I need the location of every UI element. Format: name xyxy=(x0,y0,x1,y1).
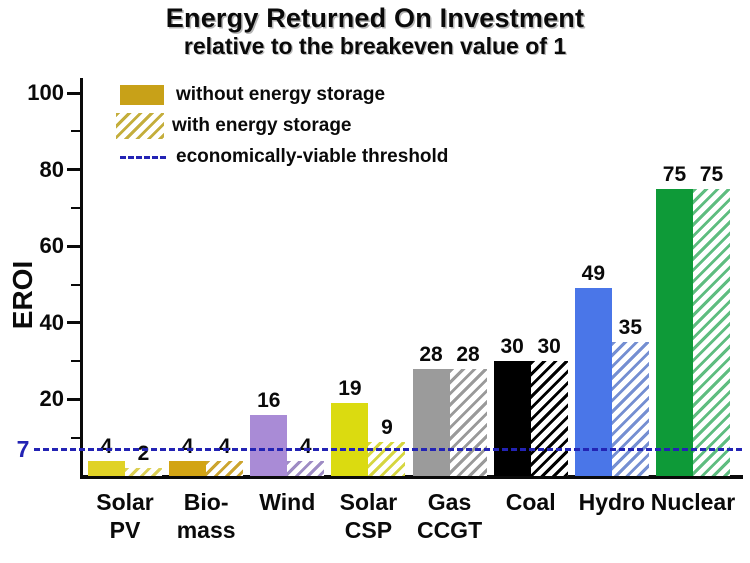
bar-solid xyxy=(412,368,450,476)
x-axis-category-label-line: Bio- xyxy=(183,489,229,515)
bar-value-label: 28 xyxy=(456,342,480,366)
legend-label-threshold: economically-viable threshold xyxy=(176,146,449,167)
x-axis-category-label-line: Coal xyxy=(505,489,556,515)
bar-solid xyxy=(331,403,369,476)
x-axis-category-label: Hydro xyxy=(552,488,672,516)
bar-value-label: 19 xyxy=(338,377,362,401)
bar-solid xyxy=(655,188,693,476)
y-tick-label: 100 xyxy=(27,80,64,105)
bar-value-label: 4 xyxy=(100,434,113,458)
legend: without energy storage with energy stora… xyxy=(116,84,448,175)
y-minor-tick xyxy=(71,130,82,133)
x-axis-category-label-line: Gas xyxy=(427,489,472,515)
legend-swatch-hatched xyxy=(116,113,164,139)
y-minor-tick xyxy=(71,360,82,363)
y-minor-tick xyxy=(71,436,82,439)
bar-hatched xyxy=(530,361,568,476)
bar-value-label: 4 xyxy=(299,434,312,458)
y-tick-label: 60 xyxy=(39,233,64,259)
bar-value-label: 16 xyxy=(257,388,281,412)
x-axis-category-label-line: Nuclear xyxy=(650,489,736,515)
bar-hatched xyxy=(611,341,649,476)
y-major-tick xyxy=(67,244,82,248)
legend-label-with-storage: with energy storage xyxy=(172,115,352,136)
y-axis-line xyxy=(80,78,83,479)
bar-hatched xyxy=(368,441,406,476)
x-axis-category-label-line: Solar xyxy=(339,489,398,515)
y-major-tick xyxy=(67,397,82,401)
x-axis-category-label: Wind xyxy=(227,488,347,516)
x-axis-category-label: Solar CSP xyxy=(308,488,428,544)
threshold-line xyxy=(34,448,742,451)
bar-solid xyxy=(493,361,531,476)
x-axis-category-label: Coal xyxy=(471,488,591,516)
bar-value-label: 4 xyxy=(218,434,231,458)
y-major-tick xyxy=(67,168,82,172)
bar-value-label: 9 xyxy=(381,415,393,439)
y-major-tick xyxy=(67,321,82,325)
bar-value-label: 75 xyxy=(662,162,687,186)
legend-item-without-storage: without energy storage xyxy=(120,84,448,106)
x-axis-category-label-line: mass xyxy=(176,517,236,543)
legend-swatch-solid xyxy=(120,85,164,105)
y-minor-tick xyxy=(71,206,82,209)
bar-solid xyxy=(88,460,125,476)
y-tick-label: 40 xyxy=(39,309,64,335)
bar-hatched xyxy=(287,460,325,476)
y-major-tick xyxy=(67,91,82,95)
bar-value-label: 30 xyxy=(537,335,561,359)
chart-subtitle: relative to the breakeven value of 1 xyxy=(183,33,567,59)
x-axis-line xyxy=(80,475,743,479)
x-axis-category-label: Gas CCGT xyxy=(390,488,510,544)
y-tick-label: 80 xyxy=(39,156,64,182)
bar-value-label: 2 xyxy=(137,442,150,466)
x-axis-category-label-line: CCGT xyxy=(416,517,483,543)
x-axis-category-label-line: PV xyxy=(109,517,141,543)
bar-value-label: 75 xyxy=(699,162,724,186)
y-tick-label: 20 xyxy=(39,386,64,412)
bar-solid xyxy=(169,460,207,476)
x-axis-category-label: Solar PV xyxy=(65,488,185,544)
x-axis-category-label: Nuclear xyxy=(633,488,750,516)
bar-hatched xyxy=(125,468,162,476)
x-axis-category-label: Bio-mass xyxy=(146,488,266,544)
y-minor-tick xyxy=(71,283,82,286)
x-axis-category-label-line: CSP xyxy=(344,517,393,543)
x-axis-category-label-line: Wind xyxy=(259,489,316,515)
chart-title: Energy Returned On Investment xyxy=(165,3,585,33)
bar-hatched xyxy=(692,188,730,476)
bar-value-label: 28 xyxy=(419,342,443,366)
legend-label-without-storage: without energy storage xyxy=(176,84,386,105)
legend-item-with-storage: with energy storage xyxy=(116,113,448,139)
bar-value-label: 4 xyxy=(181,434,194,458)
threshold-value-label: 7 xyxy=(16,436,30,462)
bar-value-label: 35 xyxy=(618,315,642,339)
x-axis-category-label-line: Solar xyxy=(96,489,154,515)
x-axis-category-label-line: Hydro xyxy=(578,489,646,515)
legend-item-threshold: economically-viable threshold xyxy=(120,146,448,168)
bar-solid xyxy=(250,414,288,476)
bar-value-label: 49 xyxy=(581,262,605,286)
bar-value-label: 30 xyxy=(500,335,524,359)
bar-hatched xyxy=(449,368,487,476)
legend-swatch-dashed-line xyxy=(120,155,166,159)
bar-hatched xyxy=(206,460,244,476)
bar-solid xyxy=(574,288,612,476)
